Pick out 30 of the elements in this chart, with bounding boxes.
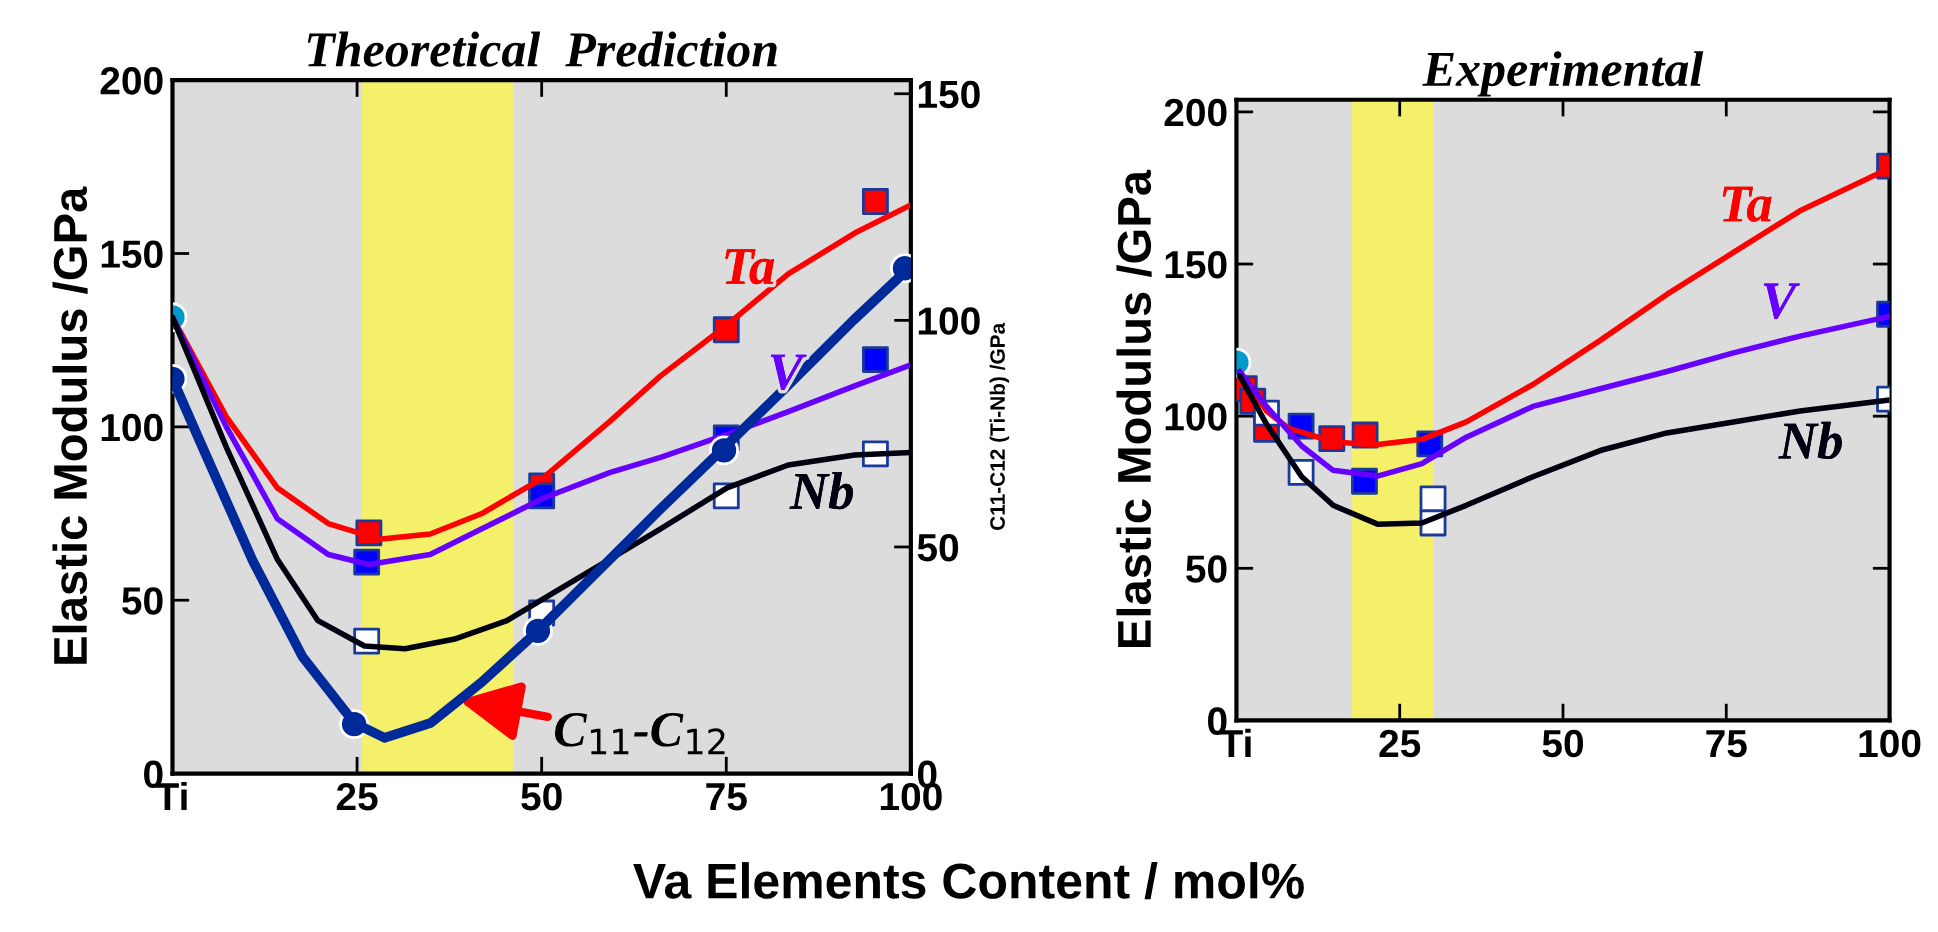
x-tick-label: 50 [1542,729,1584,758]
y2-tick-label: 100 [918,307,980,335]
x-tick-label: 25 [1379,729,1421,758]
y2-tick-label: 50 [917,533,959,562]
x-tick-label: 75 [1706,730,1747,758]
y-axis-title: Elastic Modulus /GPa [52,186,88,664]
y2-axis-title: C11-C12 (Ti-Nb) /GPa [989,322,1010,530]
chart-title: Theoretical Prediction [307,31,777,67]
x-tick-label: 100 [1859,729,1921,758]
y-axis-title: Elastic Modulus /GPa [1116,169,1152,648]
series-label: Nb [789,472,853,510]
series-label: Ta [1722,186,1772,222]
series-label: V [1764,283,1800,319]
legend-label: Nb [1778,421,1842,460]
y-tick-label: 200 [1164,98,1227,127]
x-tick-label: 50 [521,782,562,811]
y-tick-label: 50 [1186,555,1227,583]
y2-tick-label: 150 [918,80,980,109]
x-axis-title: Va Elements Content / mol% [633,862,1304,900]
annotation: C$_{11}$-C$_{12}$ [554,712,725,755]
y-tick-label: 100 [101,413,163,442]
chart-title: Experimental [1422,51,1704,97]
y-tick-label: 150 [1165,250,1227,279]
y-tick-label: 200 [100,67,163,95]
y-tick-label: 50 [122,587,163,615]
x-tick-label: 75 [706,783,747,811]
y-tick-label: 100 [1165,403,1227,431]
series-label: Ta [725,249,775,285]
y-tick-label: 150 [101,240,163,268]
x-tick-label: 25 [336,782,378,811]
